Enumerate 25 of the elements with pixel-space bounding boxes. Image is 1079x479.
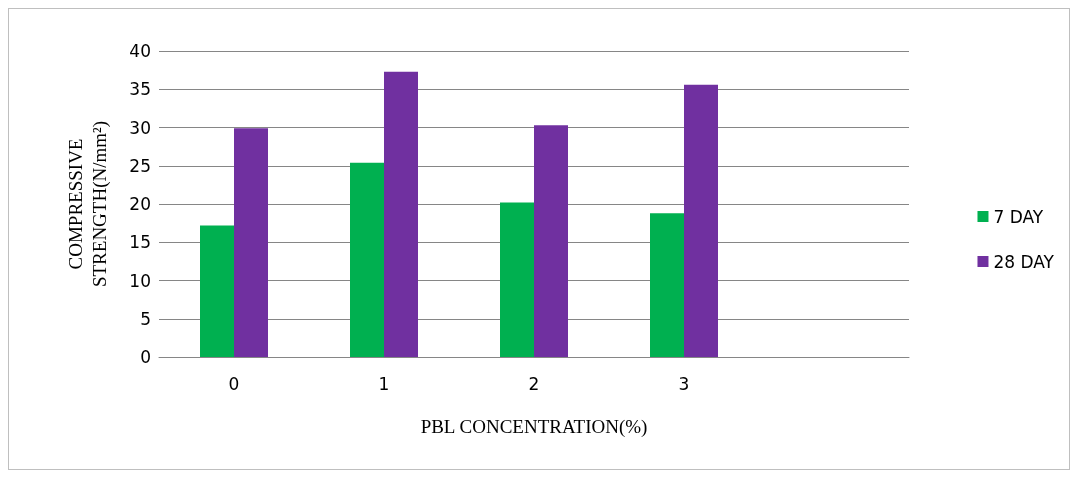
y-tick-label: 0: [140, 347, 151, 367]
y-tick-label: 25: [129, 155, 151, 176]
y-tick-label: 5: [140, 308, 151, 329]
legend-label: 28 DAY: [993, 251, 1055, 272]
bar: [384, 71, 418, 357]
bar: [650, 213, 684, 357]
x-axis-title: PBL CONCENTRATION(%): [420, 416, 648, 438]
x-tick-label: 3: [678, 373, 690, 394]
y-axis-title: COMPRESSIVE STRENGTH(N/mm²): [64, 120, 111, 288]
bar: [684, 84, 718, 357]
y-tick-label: 30: [129, 117, 151, 138]
y-tick-label: 10: [129, 270, 151, 291]
bar: [500, 202, 534, 357]
x-tick-label: 0: [228, 373, 240, 394]
y-tick-label: 35: [129, 79, 151, 100]
bar: [534, 125, 568, 357]
y-tick-label: 15: [129, 232, 151, 253]
bar: [350, 162, 384, 357]
bar: [234, 128, 268, 357]
bar: [200, 225, 234, 357]
y-tick-label: 40: [129, 41, 151, 61]
x-tick-label: 1: [378, 373, 390, 394]
x-tick-label: 2: [528, 373, 540, 394]
legend-label: 7 DAY: [993, 206, 1044, 227]
y-tick-label: 20: [129, 194, 151, 214]
